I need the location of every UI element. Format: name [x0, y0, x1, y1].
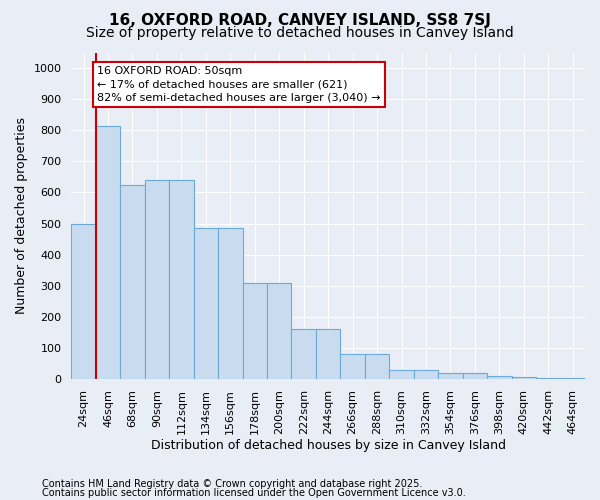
- Bar: [389, 370, 414, 379]
- Bar: [487, 376, 512, 379]
- Y-axis label: Number of detached properties: Number of detached properties: [15, 118, 28, 314]
- Bar: [316, 330, 340, 379]
- Bar: [414, 370, 438, 379]
- Bar: [438, 373, 463, 379]
- Bar: [71, 224, 96, 379]
- Bar: [242, 282, 267, 379]
- Bar: [340, 354, 365, 379]
- Bar: [120, 184, 145, 379]
- Bar: [169, 180, 194, 379]
- Text: 16, OXFORD ROAD, CANVEY ISLAND, SS8 7SJ: 16, OXFORD ROAD, CANVEY ISLAND, SS8 7SJ: [109, 12, 491, 28]
- Text: Contains HM Land Registry data © Crown copyright and database right 2025.: Contains HM Land Registry data © Crown c…: [42, 479, 422, 489]
- Bar: [145, 180, 169, 379]
- Text: Contains public sector information licensed under the Open Government Licence v3: Contains public sector information licen…: [42, 488, 466, 498]
- Bar: [512, 376, 536, 379]
- Bar: [96, 126, 120, 379]
- Bar: [194, 228, 218, 379]
- Bar: [536, 378, 560, 379]
- Bar: [292, 330, 316, 379]
- X-axis label: Distribution of detached houses by size in Canvey Island: Distribution of detached houses by size …: [151, 440, 506, 452]
- Bar: [218, 228, 242, 379]
- Bar: [463, 373, 487, 379]
- Text: Size of property relative to detached houses in Canvey Island: Size of property relative to detached ho…: [86, 26, 514, 40]
- Bar: [267, 282, 292, 379]
- Text: 16 OXFORD ROAD: 50sqm
← 17% of detached houses are smaller (621)
82% of semi-det: 16 OXFORD ROAD: 50sqm ← 17% of detached …: [97, 66, 380, 103]
- Bar: [365, 354, 389, 379]
- Bar: [560, 378, 585, 379]
